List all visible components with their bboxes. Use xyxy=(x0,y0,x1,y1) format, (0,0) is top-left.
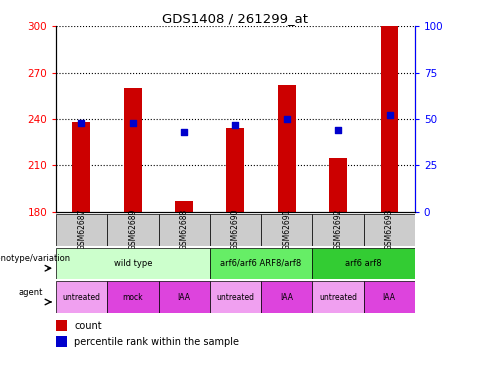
Text: percentile rank within the sample: percentile rank within the sample xyxy=(74,337,239,347)
Bar xyxy=(312,214,364,246)
Text: untreated: untreated xyxy=(63,293,101,302)
Text: IAA: IAA xyxy=(280,293,293,302)
Text: arf6 arf8: arf6 arf8 xyxy=(345,259,382,268)
Bar xyxy=(261,281,312,313)
Bar xyxy=(56,248,210,279)
Bar xyxy=(226,128,244,212)
Bar xyxy=(381,26,399,212)
Point xyxy=(129,120,137,126)
Title: GDS1408 / 261299_at: GDS1408 / 261299_at xyxy=(163,12,308,25)
Text: GSM62689: GSM62689 xyxy=(128,209,138,251)
Bar xyxy=(56,281,107,313)
Text: wild type: wild type xyxy=(114,259,152,268)
Point xyxy=(334,127,342,133)
Bar xyxy=(56,320,67,331)
Bar xyxy=(312,281,364,313)
Text: agent: agent xyxy=(19,288,43,297)
Bar xyxy=(210,281,261,313)
Text: arf6/arf6 ARF8/arf8: arf6/arf6 ARF8/arf8 xyxy=(221,259,302,268)
Text: IAA: IAA xyxy=(383,293,396,302)
Bar xyxy=(107,281,159,313)
Bar xyxy=(261,214,312,246)
Text: GSM62691: GSM62691 xyxy=(282,209,291,251)
Bar xyxy=(329,158,347,212)
Text: count: count xyxy=(74,321,102,331)
Bar xyxy=(210,248,312,279)
Point xyxy=(386,112,393,118)
Bar xyxy=(159,281,210,313)
Text: mock: mock xyxy=(122,293,143,302)
Bar xyxy=(278,85,296,212)
Point xyxy=(232,122,240,128)
Text: GSM62692: GSM62692 xyxy=(333,209,343,251)
Point xyxy=(283,116,291,122)
Bar xyxy=(210,214,261,246)
Text: untreated: untreated xyxy=(217,293,254,302)
Text: GSM62690: GSM62690 xyxy=(231,209,240,251)
Text: GSM62693: GSM62693 xyxy=(385,209,394,251)
Text: IAA: IAA xyxy=(178,293,191,302)
Point xyxy=(180,129,188,135)
Text: GSM62688: GSM62688 xyxy=(180,209,189,251)
Text: untreated: untreated xyxy=(319,293,357,302)
Text: genotype/variation: genotype/variation xyxy=(0,254,71,263)
Bar xyxy=(56,336,67,347)
Text: GSM62687: GSM62687 xyxy=(77,209,86,251)
Bar xyxy=(312,248,415,279)
Bar xyxy=(124,88,142,212)
Bar xyxy=(175,201,193,212)
Bar xyxy=(107,214,159,246)
Bar xyxy=(364,281,415,313)
Bar xyxy=(56,214,107,246)
Bar xyxy=(159,214,210,246)
Point xyxy=(78,120,85,126)
Bar xyxy=(364,214,415,246)
Bar xyxy=(72,122,90,212)
